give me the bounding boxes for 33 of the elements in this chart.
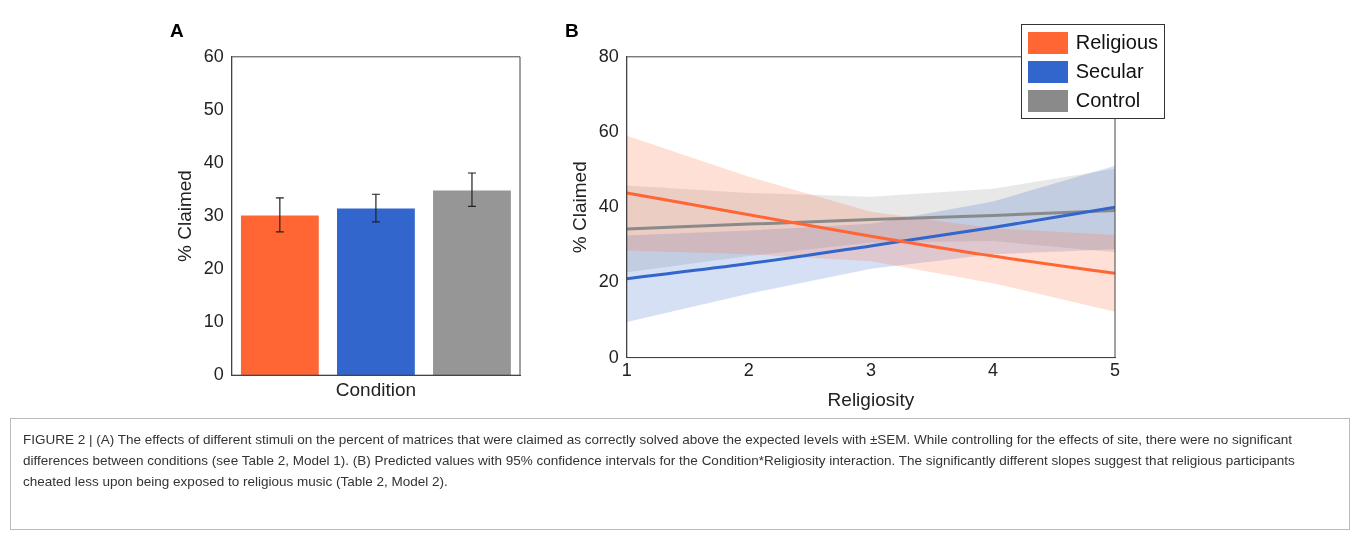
y-tick-label: 60 [598,120,619,141]
y-tick-label: 40 [598,196,619,217]
legend-label: Secular [1075,60,1144,83]
line-series [626,191,1115,275]
line-series [626,209,1115,231]
legend-label: Control [1075,89,1141,112]
x-tick-label: 5 [1109,360,1121,381]
line-series [626,205,1115,281]
chart-title: A [170,19,184,41]
chart-title: B [565,19,579,41]
bar [337,208,415,376]
y-tick-label: 0 [213,364,224,385]
y-tick-label: 10 [203,311,224,332]
y-tick-label: 0 [608,346,619,367]
y-tick-label: 60 [203,45,224,66]
y-axis-title: % Claimed [173,170,195,262]
y-tick-label: 50 [203,98,224,119]
x-axis-title: Religiosity [827,388,915,410]
x-axis-title: Condition [335,378,417,400]
caption: FIGURE 2 | (A) The effects of different stimuli on the percent of matrices that were claimed as correctly solved above the expected levels with ±SEM. While controlling for the effects of site, there were no significant differences between conditions (see Table 2, Model 1). (B) Predicted values with 95% confidence intervals for the Condition*Religiosity interaction. The significantly different slopes suggest that religious participants cheated less upon being exposed to religious music (Table 2, Model 2). [10,418,1350,530]
x-tick-label: 2 [743,360,754,381]
x-tick-label: 1 [621,360,632,381]
legend-label: Religious [1075,31,1158,54]
x-tick-label: 4 [987,360,998,381]
y-tick-label: 30 [203,204,224,225]
y-tick-label: 40 [203,151,224,172]
y-axis-title: % Claimed [568,161,590,254]
bar [433,190,511,376]
bar [240,215,319,376]
y-tick-label: 20 [203,258,224,279]
y-tick-label: 20 [598,271,619,292]
x-tick-label: 3 [865,360,876,381]
y-tick-label: 80 [598,45,619,66]
